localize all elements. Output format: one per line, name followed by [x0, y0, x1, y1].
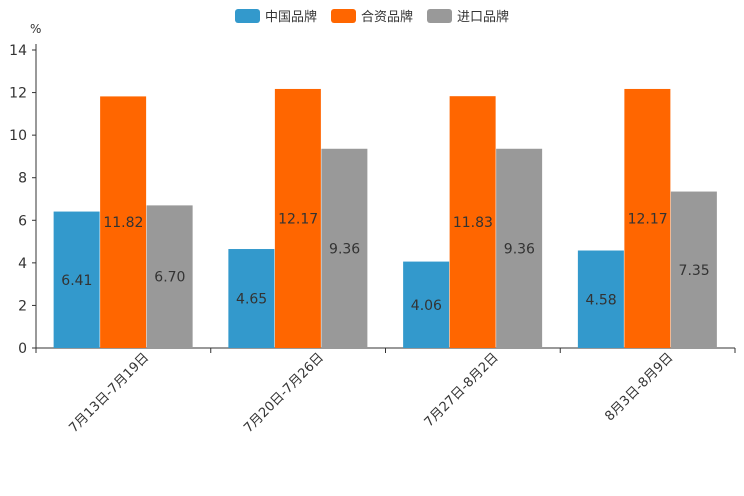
bar-data-label: 7.35 — [679, 263, 710, 279]
bar-china-brand[interactable] — [53, 211, 100, 348]
bar-data-label: 12.17 — [628, 211, 668, 227]
legend-item-china-brand[interactable]: 中国品牌 — [234, 6, 317, 25]
y-tick-label: 4 — [18, 256, 27, 272]
bar-data-label: 9.36 — [329, 241, 360, 257]
bar-data-label: 4.65 — [236, 292, 267, 308]
bar-imported-brand[interactable] — [321, 148, 368, 348]
y-tick-label: 12 — [9, 86, 27, 102]
x-category-label: 7月20日-7月26日 — [241, 350, 327, 436]
y-tick-label: 6 — [18, 213, 27, 229]
x-category-label: 8月3日-8月9日 — [602, 350, 676, 424]
bar-data-label: 6.41 — [61, 273, 92, 289]
bar-joint-venture-brand[interactable] — [274, 88, 321, 349]
x-category-label: 7月27日-8月2日 — [422, 350, 502, 430]
bar-joint-venture-brand[interactable] — [449, 96, 496, 348]
legend-label-imported-brand: 进口品牌 — [457, 10, 510, 25]
bar-data-label: 11.82 — [103, 215, 143, 231]
bar-joint-venture-brand[interactable] — [100, 96, 147, 348]
bar-data-label: 12.17 — [278, 211, 318, 227]
y-axis-unit-label: % — [30, 22, 42, 36]
bar-data-label: 4.58 — [586, 292, 617, 308]
bar-data-label: 9.36 — [504, 241, 535, 257]
legend-label-joint-venture-brand: 合资品牌 — [360, 10, 413, 25]
legend-label-china-brand: 中国品牌 — [264, 10, 317, 25]
legend-item-imported-brand[interactable]: 进口品牌 — [427, 6, 509, 25]
legend: 中国品牌 合资品牌 进口品牌 — [0, 6, 744, 25]
legend-item-joint-venture-brand[interactable]: 合资品牌 — [330, 6, 413, 25]
y-tick-label: 10 — [9, 128, 27, 144]
bar-china-brand[interactable] — [228, 249, 275, 348]
bar-imported-brand[interactable] — [670, 191, 717, 348]
y-tick-label: 0 — [18, 341, 27, 357]
bar-data-label: 11.83 — [453, 215, 493, 231]
bar-imported-brand[interactable] — [146, 205, 193, 348]
y-tick-label: 8 — [18, 171, 27, 187]
legend-swatch-china-brand — [234, 8, 260, 23]
bar-imported-brand[interactable] — [496, 148, 543, 348]
legend-swatch-imported-brand — [427, 8, 452, 23]
bar-data-label: 6.70 — [154, 270, 185, 286]
bar-data-label: 4.06 — [411, 298, 442, 314]
bar-china-brand[interactable] — [403, 261, 450, 348]
y-tick-label: 14 — [9, 43, 27, 59]
bar-china-brand[interactable] — [577, 250, 624, 348]
legend-swatch-joint-venture-brand — [330, 8, 356, 23]
bar-joint-venture-brand[interactable] — [624, 88, 671, 349]
y-tick-label: 2 — [18, 298, 27, 314]
x-category-label: 7月13日-7月19日 — [66, 350, 152, 436]
